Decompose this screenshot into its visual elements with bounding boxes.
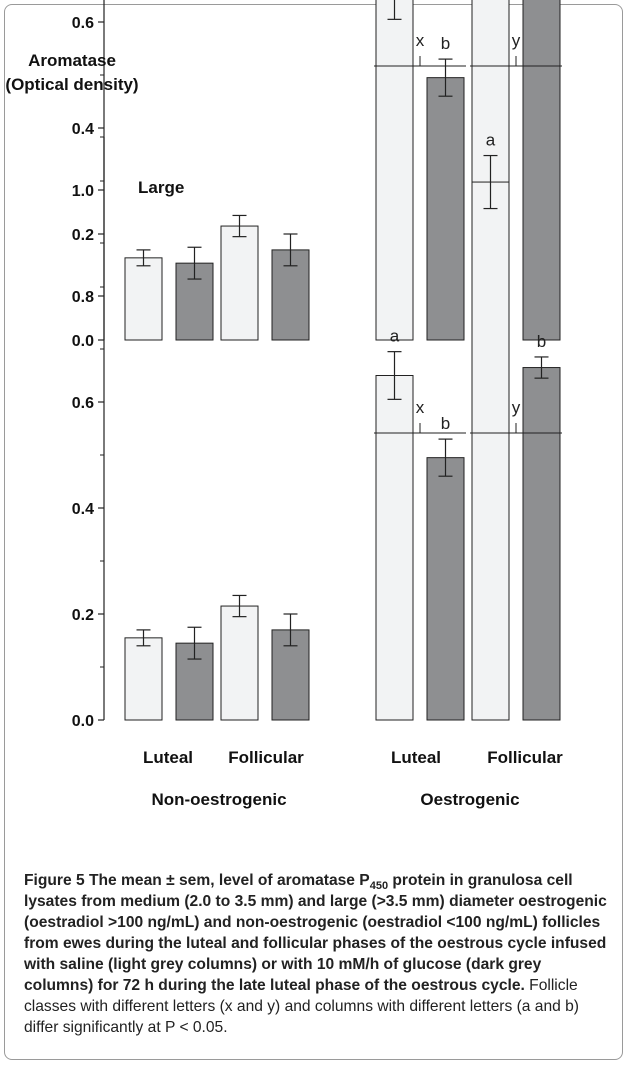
glucose-bar: [522, 0, 561, 341]
caption-subscript: 450: [369, 880, 389, 893]
significance-letter: b: [441, 34, 450, 53]
glucose-bar: [426, 77, 465, 341]
y-tick-label: 0.4: [72, 121, 94, 138]
saline-bar: [124, 257, 163, 341]
y-tick-label: 0.2: [72, 607, 94, 624]
y-axis-title-line2: (Optical density): [5, 75, 138, 94]
y-tick-label: 0.6: [72, 395, 94, 412]
class-letter: y: [512, 398, 521, 417]
panel-label: Large: [138, 178, 184, 197]
significance-letter: b: [441, 414, 450, 433]
x-phase-label: Luteal: [143, 748, 193, 767]
caption-bold-text-1: The mean ± sem, level of aromatase P: [84, 872, 370, 889]
significance-letter: b: [537, 332, 546, 351]
figure-frame: [4, 4, 623, 1060]
y-tick-label: 0.6: [72, 15, 94, 32]
y-tick-label: 0.0: [72, 713, 94, 730]
x-phase-label: Follicular: [228, 748, 304, 767]
saline-bar: [375, 375, 414, 721]
glucose-bar: [426, 457, 465, 721]
x-phase-label: Luteal: [391, 748, 441, 767]
y-tick-label: 0.4: [72, 501, 94, 518]
aromatase-bar-chart: 0.0 0.2 0.4 0.6 0.8 1.0 Aromatase (Optical dens…: [5, 0, 563, 809]
class-letter: y: [512, 31, 521, 50]
class-letter: x: [416, 398, 425, 417]
y-tick-label: 1.0: [72, 183, 94, 200]
saline-bar: [220, 225, 259, 341]
figure-caption: Figure 5 The mean ± sem, level of aromat…: [24, 870, 609, 1038]
significance-letter: a: [390, 327, 400, 346]
x-type-label: Non-oestrogenic: [151, 790, 286, 809]
caption-figure-label: Figure 5: [24, 872, 85, 889]
y-tick-label: 0.8: [72, 289, 94, 306]
caption-bold-text-2: protein in granulosa cell lysates from m…: [24, 872, 607, 994]
saline-bar: [124, 637, 163, 721]
caption-normal-text: Follicle classes with different letters …: [24, 977, 579, 1036]
class-letter: x: [416, 31, 425, 50]
significance-letter: a: [486, 131, 496, 150]
y-axis-title-line1: Aromatase: [28, 51, 116, 70]
saline-bar: [220, 605, 259, 721]
saline-bar: [375, 0, 414, 341]
x-type-label: Oestrogenic: [420, 790, 519, 809]
saline-bar: [471, 181, 510, 721]
x-phase-label: Follicular: [487, 748, 563, 767]
y-tick-label: 0.0: [72, 333, 94, 350]
glucose-bar: [522, 367, 561, 721]
y-tick-label: 0.2: [72, 227, 94, 244]
